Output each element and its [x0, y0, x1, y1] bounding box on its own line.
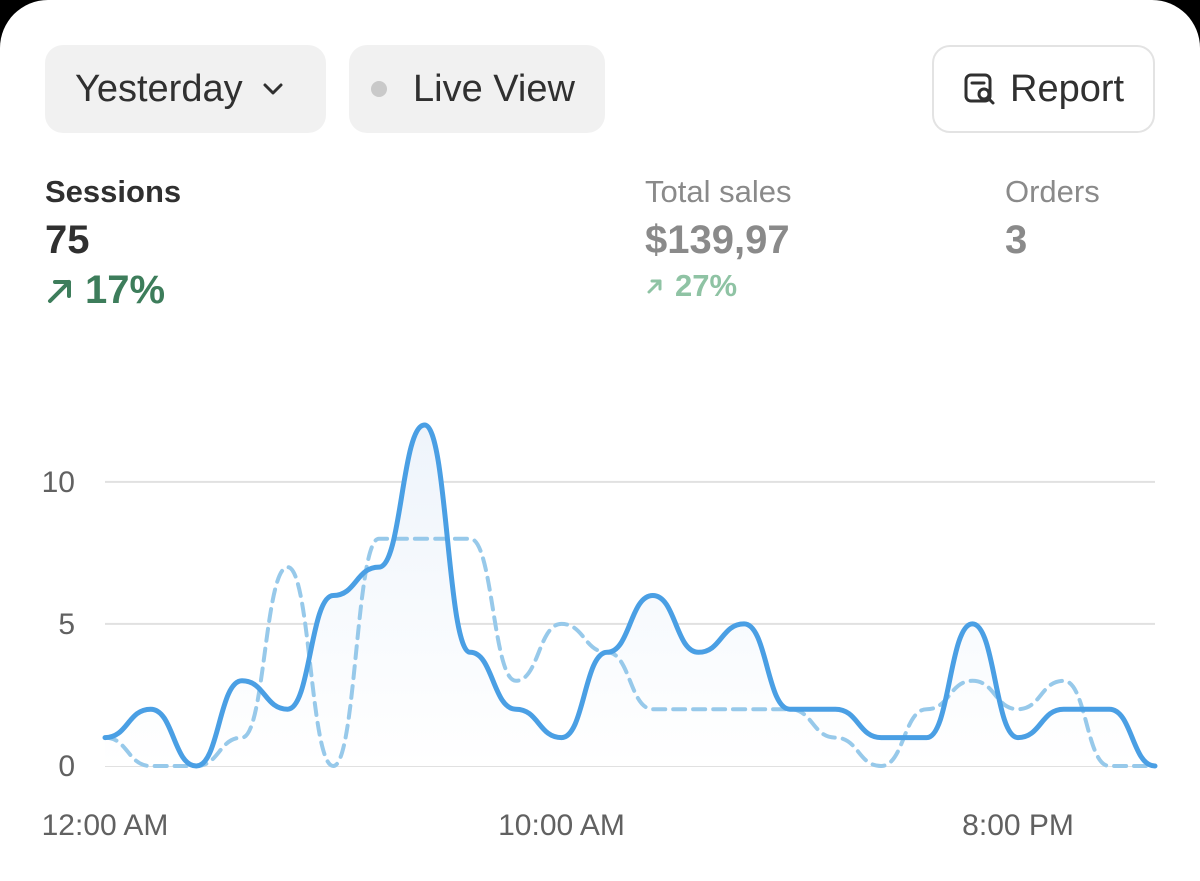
date-range-label: Yesterday — [75, 67, 243, 110]
x-tick-label: 10:00 AM — [498, 809, 625, 842]
data-point[interactable] — [784, 703, 796, 715]
x-tick-label: 12:00 AM — [42, 809, 169, 842]
data-point[interactable] — [464, 646, 476, 658]
data-point[interactable] — [829, 703, 841, 715]
data-point[interactable] — [373, 561, 385, 573]
metric-sessions[interactable]: Sessions 75 17% — [45, 172, 181, 313]
series-line-comparison — [103, 536, 1157, 769]
data-point[interactable] — [1058, 703, 1070, 715]
chevron-down-icon — [261, 81, 285, 97]
data-point[interactable] — [282, 703, 294, 715]
x-tick-label: 8:00 PM — [962, 809, 1074, 842]
report-search-icon — [962, 71, 998, 107]
data-point[interactable] — [875, 732, 887, 744]
metric-change-value: 17% — [85, 268, 166, 312]
data-point[interactable] — [1103, 703, 1115, 715]
data-point[interactable] — [647, 590, 659, 602]
data-point[interactable] — [966, 618, 978, 630]
metric-change: 27% — [645, 268, 791, 304]
data-point[interactable] — [510, 703, 522, 715]
series-line-yesterday — [102, 422, 1158, 769]
status-dot-icon — [371, 81, 387, 97]
data-point[interactable] — [236, 675, 248, 687]
data-point[interactable] — [99, 732, 111, 744]
data-point[interactable] — [1149, 760, 1161, 772]
data-point[interactable] — [921, 732, 933, 744]
data-point[interactable] — [190, 760, 202, 772]
metric-value: $139,97 — [645, 218, 790, 262]
metric-value: 3 — [1005, 218, 1028, 262]
data-point[interactable] — [556, 732, 568, 744]
data-point[interactable] — [419, 419, 431, 431]
metric-total-sales[interactable]: Total sales $139,97 27% — [645, 172, 791, 304]
metric-label: Total sales — [645, 174, 792, 209]
report-button[interactable]: Report — [932, 45, 1155, 133]
trend-up-icon — [645, 276, 665, 296]
y-tick-label: 0 — [58, 750, 75, 783]
data-point[interactable] — [1012, 732, 1024, 744]
data-point[interactable] — [601, 646, 613, 658]
live-view-button[interactable]: Live View — [349, 45, 605, 133]
metric-change-value: 27% — [675, 268, 738, 303]
date-range-dropdown[interactable]: Yesterday — [45, 45, 326, 133]
series-area — [105, 425, 1155, 766]
y-tick-label: 5 — [58, 608, 75, 641]
data-point[interactable] — [738, 618, 750, 630]
data-point[interactable] — [145, 703, 157, 715]
data-point[interactable] — [327, 590, 339, 602]
live-view-label: Live View — [413, 67, 575, 110]
metric-value: 75 — [45, 218, 90, 262]
y-tick-label: 10 — [42, 466, 75, 499]
trend-up-icon — [45, 276, 75, 306]
metric-orders[interactable]: Orders 3 — [1005, 172, 1100, 266]
metric-label: Orders — [1005, 174, 1100, 209]
report-label: Report — [1010, 67, 1125, 110]
metric-label: Sessions — [45, 174, 182, 209]
metric-change: 17% — [45, 268, 181, 313]
data-point[interactable] — [692, 646, 704, 658]
sessions-line-chart: 0 5 10 12:00 AM 10:00 AM 8:00 PM — [42, 419, 1161, 842]
